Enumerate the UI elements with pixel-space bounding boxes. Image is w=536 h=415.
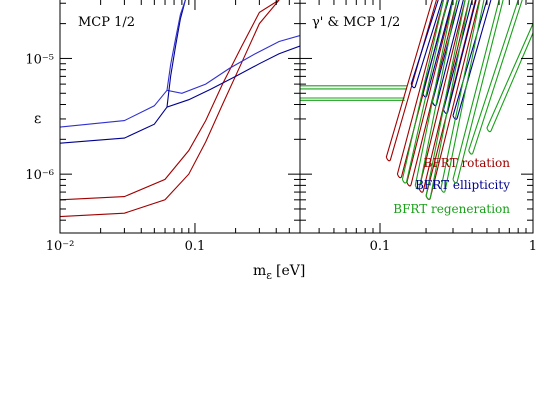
right-x-tick-label: 0.1: [370, 239, 391, 254]
x-axis-label: mε [eV]: [253, 263, 305, 282]
right-contour-2-6: [486, 23, 533, 133]
right-panel-frame: [299, 0, 534, 234]
left-y-tick-label: 10⁻⁶: [25, 168, 54, 183]
right-panel-ticks: 0.1 1: [299, 0, 536, 254]
left-x-tick-label: 0.1: [185, 239, 206, 254]
y-axis-label: ε: [34, 111, 41, 127]
left-series-5: [166, 0, 186, 91]
right-contour-2-4: [452, 0, 504, 184]
x-axis-label-m: m: [253, 263, 266, 279]
left-panel: 10⁻² 0.1 10⁻⁵ 10⁻⁶ MCP 1/2: [25, 0, 301, 254]
right-contour-0-0: [385, 0, 437, 162]
left-series-4: [166, 0, 186, 108]
left-series-1: [60, 0, 280, 201]
left-x-tick-label: 10⁻²: [46, 239, 75, 254]
left-series-0: [60, 0, 280, 218]
legend-entry-regeneration: BFRT regeneration: [393, 202, 510, 216]
legend: BFRT rotation BFRT ellipticity BFRT regene…: [393, 156, 510, 216]
left-y-tick-label: 10⁻⁵: [25, 52, 54, 67]
right-x-tick-label: 1: [529, 239, 536, 254]
x-axis-label-unit: [eV]: [276, 263, 305, 279]
right-panel-title: γ' & MCP 1/2: [312, 15, 400, 30]
left-series-3: [60, 34, 300, 128]
legend-entry-ellipticity: BFRT ellipticity: [415, 178, 510, 192]
right-contour-2-1: [414, 0, 458, 190]
left-series-2: [60, 45, 300, 144]
left-panel-ticks: 10⁻² 0.1 10⁻⁵ 10⁻⁶: [25, 0, 301, 254]
right-contour-1-0: [410, 0, 443, 89]
left-panel-series: [60, 0, 300, 218]
legend-entry-rotation: BFRT rotation: [424, 156, 511, 170]
x-axis-label-subscript: ε: [266, 269, 272, 282]
left-panel-title: MCP 1/2: [78, 15, 135, 30]
right-contour-2-3: [440, 0, 485, 193]
right-contour-2-0: [401, 0, 449, 184]
right-contour-2-2: [425, 0, 470, 200]
right-panel-series: [300, 0, 533, 200]
right-contour-2-5: [468, 0, 523, 155]
